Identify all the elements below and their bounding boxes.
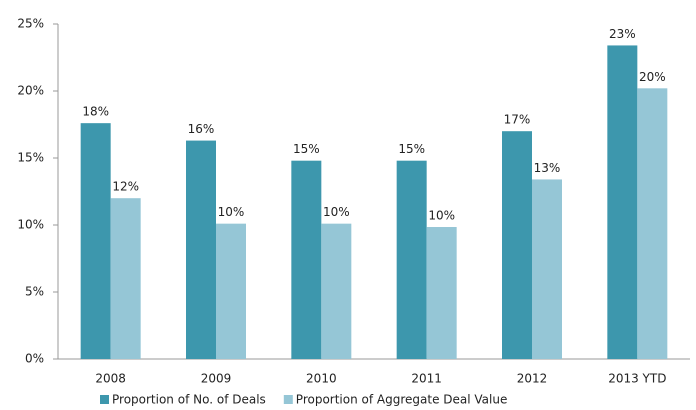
bar [532, 179, 562, 359]
bar [110, 198, 141, 359]
legend-swatch [100, 395, 109, 404]
data-label: 18% [82, 105, 109, 119]
bar [291, 160, 322, 359]
data-label: 20% [639, 70, 666, 84]
legend-label: Proportion of No. of Deals [112, 393, 266, 407]
x-tick-label: 2009 [201, 372, 232, 386]
bar [80, 123, 111, 359]
data-label: 15% [398, 142, 425, 156]
y-tick-label: 25% [17, 17, 44, 31]
data-label: 10% [428, 209, 455, 223]
bar [607, 45, 638, 359]
y-tick-label: 0% [25, 352, 44, 366]
y-tick-label: 20% [17, 84, 44, 98]
x-tick-label: 2013 YTD [608, 372, 666, 386]
data-label: 10% [218, 205, 245, 219]
data-label: 13% [534, 161, 561, 175]
bar [637, 88, 668, 359]
bar [186, 140, 216, 359]
bar [396, 160, 427, 359]
data-label: 15% [293, 142, 320, 156]
y-tick-label: 10% [17, 218, 44, 232]
bar [216, 223, 246, 359]
legend-swatch [283, 395, 293, 404]
x-tick-label: 2011 [411, 372, 442, 386]
data-label: 10% [323, 205, 350, 219]
bar [321, 223, 352, 359]
bar [426, 227, 457, 359]
x-tick-label: 2010 [306, 372, 337, 386]
data-label: 12% [112, 180, 139, 194]
data-label: 23% [609, 27, 636, 41]
legend-label: Proportion of Aggregate Deal Value [296, 393, 508, 407]
bar [502, 131, 532, 359]
y-tick-label: 5% [25, 285, 44, 299]
data-label: 16% [188, 122, 215, 136]
data-label: 17% [504, 113, 531, 127]
x-tick-label: 2012 [517, 372, 548, 386]
x-tick-label: 2008 [95, 372, 126, 386]
y-tick-label: 15% [17, 151, 44, 165]
